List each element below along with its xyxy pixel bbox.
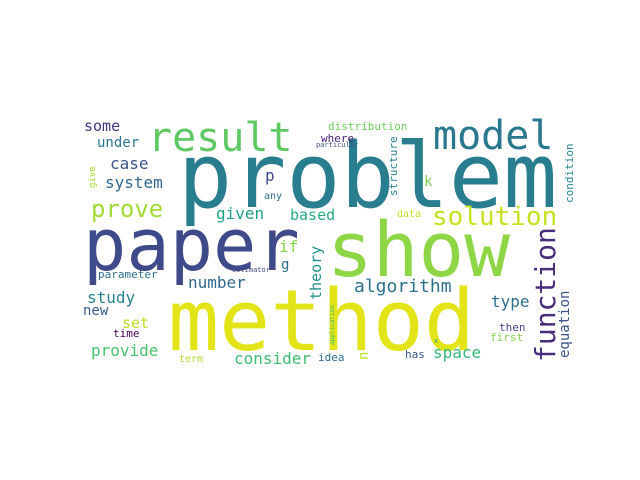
- word-k: k: [424, 174, 433, 190]
- word-number: number: [188, 273, 246, 292]
- word-show: show: [327, 205, 510, 294]
- word-parameter: parameter: [98, 268, 158, 281]
- word-particular: particular: [316, 141, 358, 149]
- word-set: set: [122, 314, 149, 332]
- word-n: n: [356, 352, 372, 360]
- word-application: application: [329, 305, 336, 345]
- word-model: model: [433, 113, 553, 159]
- word-prove: prove: [91, 195, 163, 223]
- word-given: given: [216, 204, 264, 223]
- word-if: if: [279, 237, 298, 256]
- word-based: based: [290, 206, 335, 224]
- word-condition: condition: [563, 143, 576, 203]
- word-give: give: [88, 166, 98, 188]
- word-case: case: [110, 154, 149, 173]
- word-solution: solution: [432, 202, 557, 232]
- word-study: study: [87, 288, 136, 307]
- word-problem: problem: [178, 124, 557, 229]
- word-provide: provide: [91, 341, 158, 360]
- word-new: new: [83, 303, 109, 319]
- word-data: data: [397, 209, 421, 220]
- word-structure: structure: [387, 136, 400, 196]
- word-idea: idea: [318, 351, 345, 364]
- word-paper: paper: [83, 203, 300, 287]
- word-has: has: [405, 348, 425, 361]
- word-system: system: [105, 173, 163, 192]
- word-result: result: [148, 115, 293, 161]
- word-under: under: [97, 135, 139, 151]
- word-any: any: [264, 191, 282, 202]
- word-x: x: [434, 337, 438, 345]
- word-theory: theory: [307, 246, 325, 300]
- word-then: then: [499, 321, 526, 334]
- word-consider: consider: [234, 349, 311, 368]
- word-where: where: [321, 132, 354, 145]
- word-some: some: [84, 117, 120, 135]
- word-type: type: [491, 292, 530, 311]
- word-algorithm: algorithm: [354, 276, 452, 297]
- word-first: first: [490, 331, 523, 344]
- word-method: method: [168, 272, 475, 371]
- word-estimator: estimator: [232, 266, 270, 274]
- word-distribution: distribution: [328, 120, 407, 133]
- word-time: time: [113, 327, 140, 340]
- word-term: term: [179, 354, 203, 365]
- word-equation: equation: [557, 291, 573, 358]
- word-space: space: [433, 343, 481, 362]
- word-function: function: [529, 227, 562, 362]
- word-p: p: [265, 166, 275, 185]
- word-g: g: [281, 257, 289, 273]
